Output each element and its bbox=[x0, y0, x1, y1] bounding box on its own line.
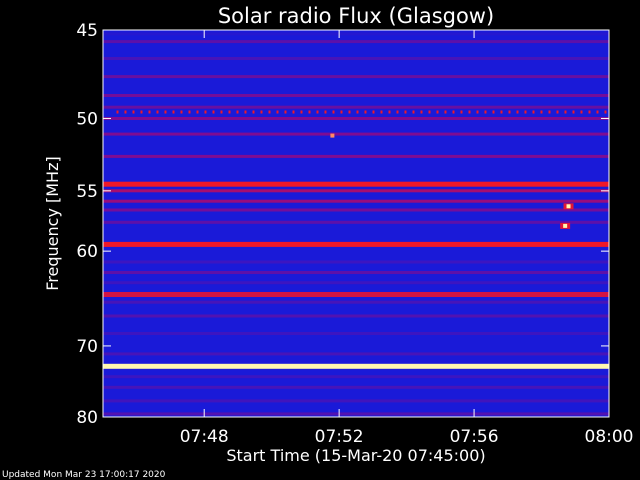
x-tick-label: 08:00 bbox=[585, 427, 634, 447]
emission-burst-core bbox=[566, 204, 571, 209]
x-axis: 07:48 07:52 07:56 08:00 bbox=[180, 30, 634, 447]
frequency-band bbox=[103, 332, 609, 335]
frequency-band bbox=[103, 189, 609, 193]
frequency-band bbox=[103, 314, 609, 318]
frequency-band bbox=[103, 154, 609, 158]
frequency-band bbox=[103, 385, 609, 389]
plot-frame bbox=[102, 29, 610, 418]
frequency-band bbox=[103, 363, 609, 369]
frequency-band bbox=[103, 181, 609, 187]
frequency-band bbox=[103, 94, 609, 97]
frequency-band bbox=[103, 57, 609, 60]
frequency-band bbox=[103, 281, 609, 285]
frequency-bands bbox=[103, 32, 609, 416]
emission-features bbox=[116, 110, 609, 229]
chart-title: Solar radio Flux (Glasgow) bbox=[218, 4, 494, 28]
y-tick-label: 55 bbox=[76, 182, 98, 202]
y-tick-label: 50 bbox=[76, 109, 98, 129]
y-axis: 45 50 55 60 70 80 bbox=[76, 21, 609, 428]
frequency-band bbox=[103, 132, 609, 136]
frequency-band bbox=[103, 32, 609, 36]
x-tick-label: 07:52 bbox=[315, 427, 364, 447]
frequency-band bbox=[103, 412, 609, 416]
frequency-band bbox=[103, 220, 609, 224]
y-tick-label: 60 bbox=[76, 242, 98, 262]
emission-burst-core bbox=[563, 223, 568, 228]
frequency-band bbox=[103, 117, 609, 120]
frequency-band bbox=[103, 199, 609, 203]
frequency-band bbox=[103, 241, 609, 247]
y-tick-label: 45 bbox=[76, 21, 98, 41]
frequency-band bbox=[103, 352, 609, 356]
y-axis-label: Frequency [MHz] bbox=[43, 156, 62, 290]
frequency-band bbox=[103, 75, 609, 79]
x-tick-label: 07:48 bbox=[180, 427, 229, 447]
frequency-band bbox=[103, 260, 609, 264]
x-tick-label: 07:56 bbox=[450, 427, 499, 447]
emission-spot bbox=[330, 133, 335, 138]
y-tick-label: 80 bbox=[76, 408, 98, 428]
plot-area bbox=[102, 29, 610, 418]
updated-timestamp: Updated Mon Mar 23 17:00:17 2020 bbox=[2, 470, 166, 480]
frequency-band bbox=[103, 399, 609, 403]
frequency-band bbox=[103, 271, 609, 274]
y-tick-label: 70 bbox=[76, 337, 98, 357]
frequency-band bbox=[103, 208, 609, 212]
frequency-band bbox=[103, 105, 609, 109]
frequency-band bbox=[103, 40, 609, 44]
x-axis-label: Start Time (15-Mar-20 07:45:00) bbox=[226, 446, 485, 465]
frequency-band bbox=[103, 375, 609, 379]
frequency-band bbox=[103, 292, 609, 297]
frequency-band bbox=[103, 300, 609, 304]
